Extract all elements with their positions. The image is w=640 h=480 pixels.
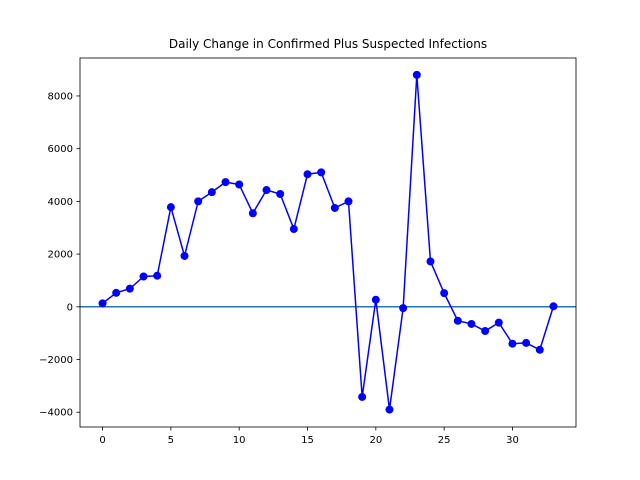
data-point <box>317 168 326 177</box>
data-point <box>330 203 339 212</box>
data-point <box>358 392 367 401</box>
data-point <box>508 339 517 348</box>
data-point <box>522 338 531 347</box>
data-point <box>303 170 312 179</box>
data-point <box>98 299 107 308</box>
chart-title: Daily Change in Confirmed Plus Suspected… <box>169 37 487 51</box>
data-point <box>153 271 162 280</box>
y-tick-label: 6000 <box>48 144 73 155</box>
data-point <box>221 178 230 187</box>
y-tick-label: 0 <box>67 302 73 313</box>
y-tick-label: 8000 <box>48 91 73 102</box>
x-tick-label: 0 <box>99 435 105 446</box>
data-point <box>125 284 134 293</box>
data-point <box>481 327 490 336</box>
data-point <box>262 186 271 195</box>
data-point <box>426 257 435 266</box>
x-tick-label: 30 <box>506 435 519 446</box>
data-point <box>440 289 449 298</box>
series-line <box>102 74 555 411</box>
x-tick-label: 20 <box>369 435 382 446</box>
data-point <box>399 304 408 313</box>
data-point <box>112 288 121 297</box>
y-tick-label: 2000 <box>48 250 73 261</box>
series-layer <box>98 70 558 414</box>
data-point <box>235 180 244 189</box>
data-point <box>194 197 203 206</box>
plot-area-frame <box>79 57 577 428</box>
axis-layer: 0 5 10 15 20 25 30 −4000 −2000 0 2000 4000 6000 8000 <box>39 91 519 446</box>
x-tick-label: 5 <box>168 435 174 446</box>
data-point <box>549 302 558 311</box>
data-point <box>371 295 380 304</box>
data-point <box>344 197 353 206</box>
data-point <box>248 209 257 218</box>
y-tick-label: −2000 <box>39 355 73 366</box>
data-point <box>166 203 175 212</box>
data-point <box>412 70 421 79</box>
data-point <box>494 318 503 327</box>
data-point <box>535 345 544 354</box>
x-tick-label: 15 <box>301 435 314 446</box>
y-tick-label: 4000 <box>48 197 73 208</box>
data-point <box>453 316 462 325</box>
data-point <box>467 319 476 328</box>
data-point <box>207 188 216 197</box>
data-point <box>139 272 148 281</box>
data-point <box>276 190 285 198</box>
data-point <box>180 251 189 260</box>
x-tick-label: 25 <box>438 435 451 446</box>
data-point <box>289 225 298 234</box>
data-point <box>385 405 394 414</box>
x-tick-label: 10 <box>233 435 246 446</box>
y-tick-label: −4000 <box>39 408 73 419</box>
